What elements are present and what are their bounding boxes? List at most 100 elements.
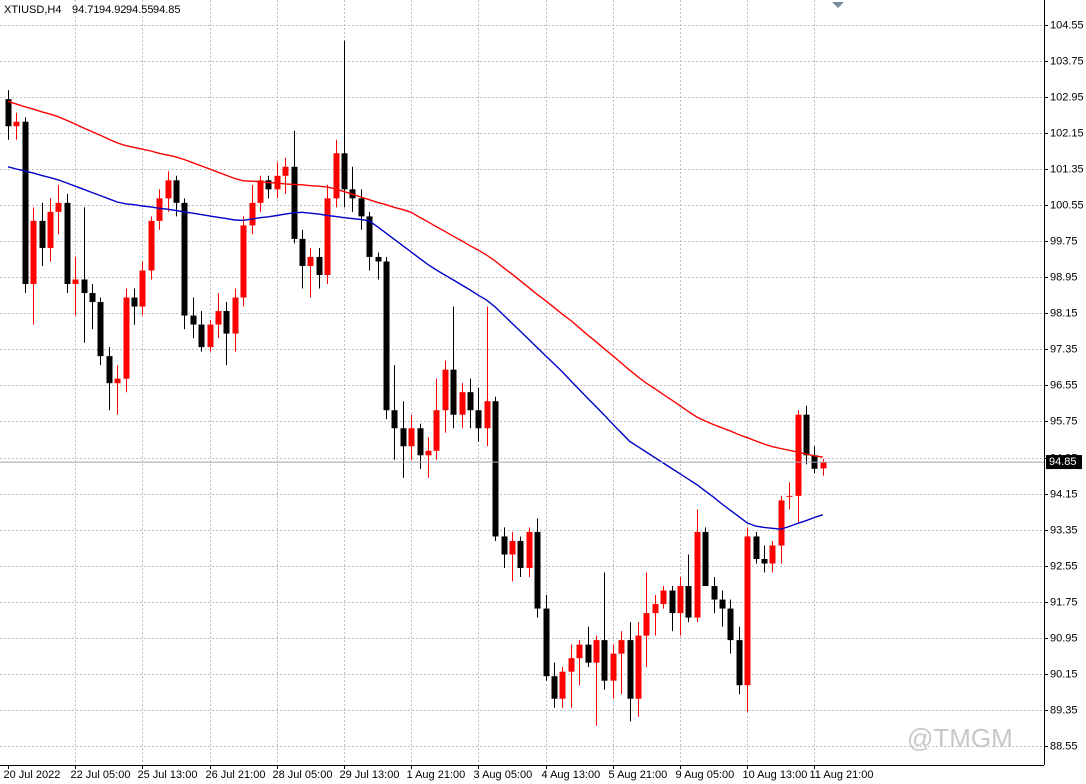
candle-body xyxy=(677,586,684,614)
header-value: 94.92 xyxy=(99,4,127,16)
candle-body xyxy=(30,220,37,285)
candle-body xyxy=(744,536,751,686)
candle-body xyxy=(433,410,440,451)
y-tick-label: 103.75 xyxy=(1050,55,1084,67)
candle-body xyxy=(736,640,743,686)
candle-body xyxy=(417,428,424,456)
candle-body xyxy=(232,297,239,334)
candle-body xyxy=(643,613,650,636)
moving-average-line xyxy=(7,166,824,530)
candle-body xyxy=(618,640,625,654)
candle-body xyxy=(450,369,457,415)
x-tick-label: 28 Jul 05:00 xyxy=(273,769,333,781)
candle-body xyxy=(299,238,306,266)
candle-body xyxy=(517,540,524,569)
candle-body xyxy=(47,211,54,248)
candle-body xyxy=(559,671,566,699)
candle-body xyxy=(207,324,214,348)
x-tick-label: 20 Jul 2022 xyxy=(4,769,61,781)
candle-body xyxy=(669,590,676,614)
candle-body xyxy=(106,356,113,384)
candle-body xyxy=(475,410,482,429)
candle-body xyxy=(753,536,760,559)
current-price-label: 94.85 xyxy=(1049,456,1077,468)
candle-body xyxy=(820,462,827,469)
candle-body xyxy=(123,297,130,379)
candle-body xyxy=(148,220,155,271)
candle-body xyxy=(333,153,340,199)
candle-body xyxy=(383,261,390,411)
candle-body xyxy=(190,315,197,325)
candle-body xyxy=(795,414,802,496)
shift-marker xyxy=(832,2,844,8)
candle-body xyxy=(223,311,230,334)
candle-body xyxy=(543,608,550,677)
candle-body xyxy=(5,99,12,127)
candle-body xyxy=(509,540,516,555)
candle-body xyxy=(391,410,398,429)
candle-body xyxy=(467,392,474,411)
candle-body xyxy=(97,302,104,357)
candle-body xyxy=(576,644,583,659)
candle-body xyxy=(400,428,407,447)
candle-body xyxy=(165,180,172,199)
candle-body xyxy=(761,558,768,564)
candle-body xyxy=(685,586,692,618)
y-tick-label: 93.35 xyxy=(1050,524,1078,536)
candle-body xyxy=(652,604,659,614)
x-tick-label: 5 Aug 21:00 xyxy=(609,769,668,781)
y-tick-label: 94.15 xyxy=(1050,488,1078,500)
candle-body xyxy=(375,256,382,262)
chart-title: XTIUSD,H4 xyxy=(4,4,61,16)
y-tick-label: 95.75 xyxy=(1050,415,1078,427)
candle-body xyxy=(131,297,138,307)
candle-body xyxy=(114,378,121,384)
axis-layer: 88.55 89.35 90.15 90.95 91.75 92.55 93.35 94.15… xyxy=(4,19,1084,781)
y-tick-label: 88.55 xyxy=(1050,740,1078,752)
candle-body xyxy=(727,608,734,641)
candle-body xyxy=(341,153,348,190)
candle-body xyxy=(55,202,62,212)
moving-average-line xyxy=(7,100,823,458)
candle-body xyxy=(459,392,466,415)
candle-body xyxy=(198,324,205,348)
candle-body xyxy=(694,531,701,618)
candle-body xyxy=(484,401,491,429)
header-value: 94.55 xyxy=(126,4,154,16)
y-tick-label: 102.95 xyxy=(1050,91,1084,103)
y-tick-label: 98.95 xyxy=(1050,271,1078,283)
candle-body xyxy=(492,401,499,537)
candle-body xyxy=(173,180,180,203)
x-tick-label: 25 Jul 13:00 xyxy=(138,769,198,781)
x-tick-label: 9 Aug 05:00 xyxy=(676,769,735,781)
candle-body xyxy=(22,121,29,285)
candle-body xyxy=(635,635,642,699)
candle-body xyxy=(526,531,533,569)
candle-body xyxy=(89,293,96,303)
y-tick-label: 96.55 xyxy=(1050,379,1078,391)
candle-body xyxy=(551,676,558,699)
candle-body xyxy=(156,198,163,221)
watermark: @TMGM xyxy=(907,723,1013,753)
y-tick-label: 90.15 xyxy=(1050,668,1078,680)
candle-body xyxy=(702,531,709,587)
x-tick-label: 1 Aug 21:00 xyxy=(407,769,466,781)
candle-body xyxy=(778,500,785,546)
y-tick-label: 99.75 xyxy=(1050,235,1078,247)
y-tick-label: 90.95 xyxy=(1050,632,1078,644)
x-tick-label: 11 Aug 21:00 xyxy=(810,769,874,781)
candle-body xyxy=(316,256,323,275)
current-price-box xyxy=(1046,455,1082,470)
x-tick-label: 26 Jul 21:00 xyxy=(206,769,266,781)
y-tick-label: 92.55 xyxy=(1050,560,1078,572)
candle-body xyxy=(719,599,726,609)
x-tick-label: 22 Jul 05:00 xyxy=(71,769,131,781)
candle-body xyxy=(610,653,617,681)
candle-body xyxy=(593,640,600,663)
y-tick-label: 89.35 xyxy=(1050,704,1078,716)
candle-body xyxy=(408,428,415,447)
candle-body xyxy=(291,166,298,239)
